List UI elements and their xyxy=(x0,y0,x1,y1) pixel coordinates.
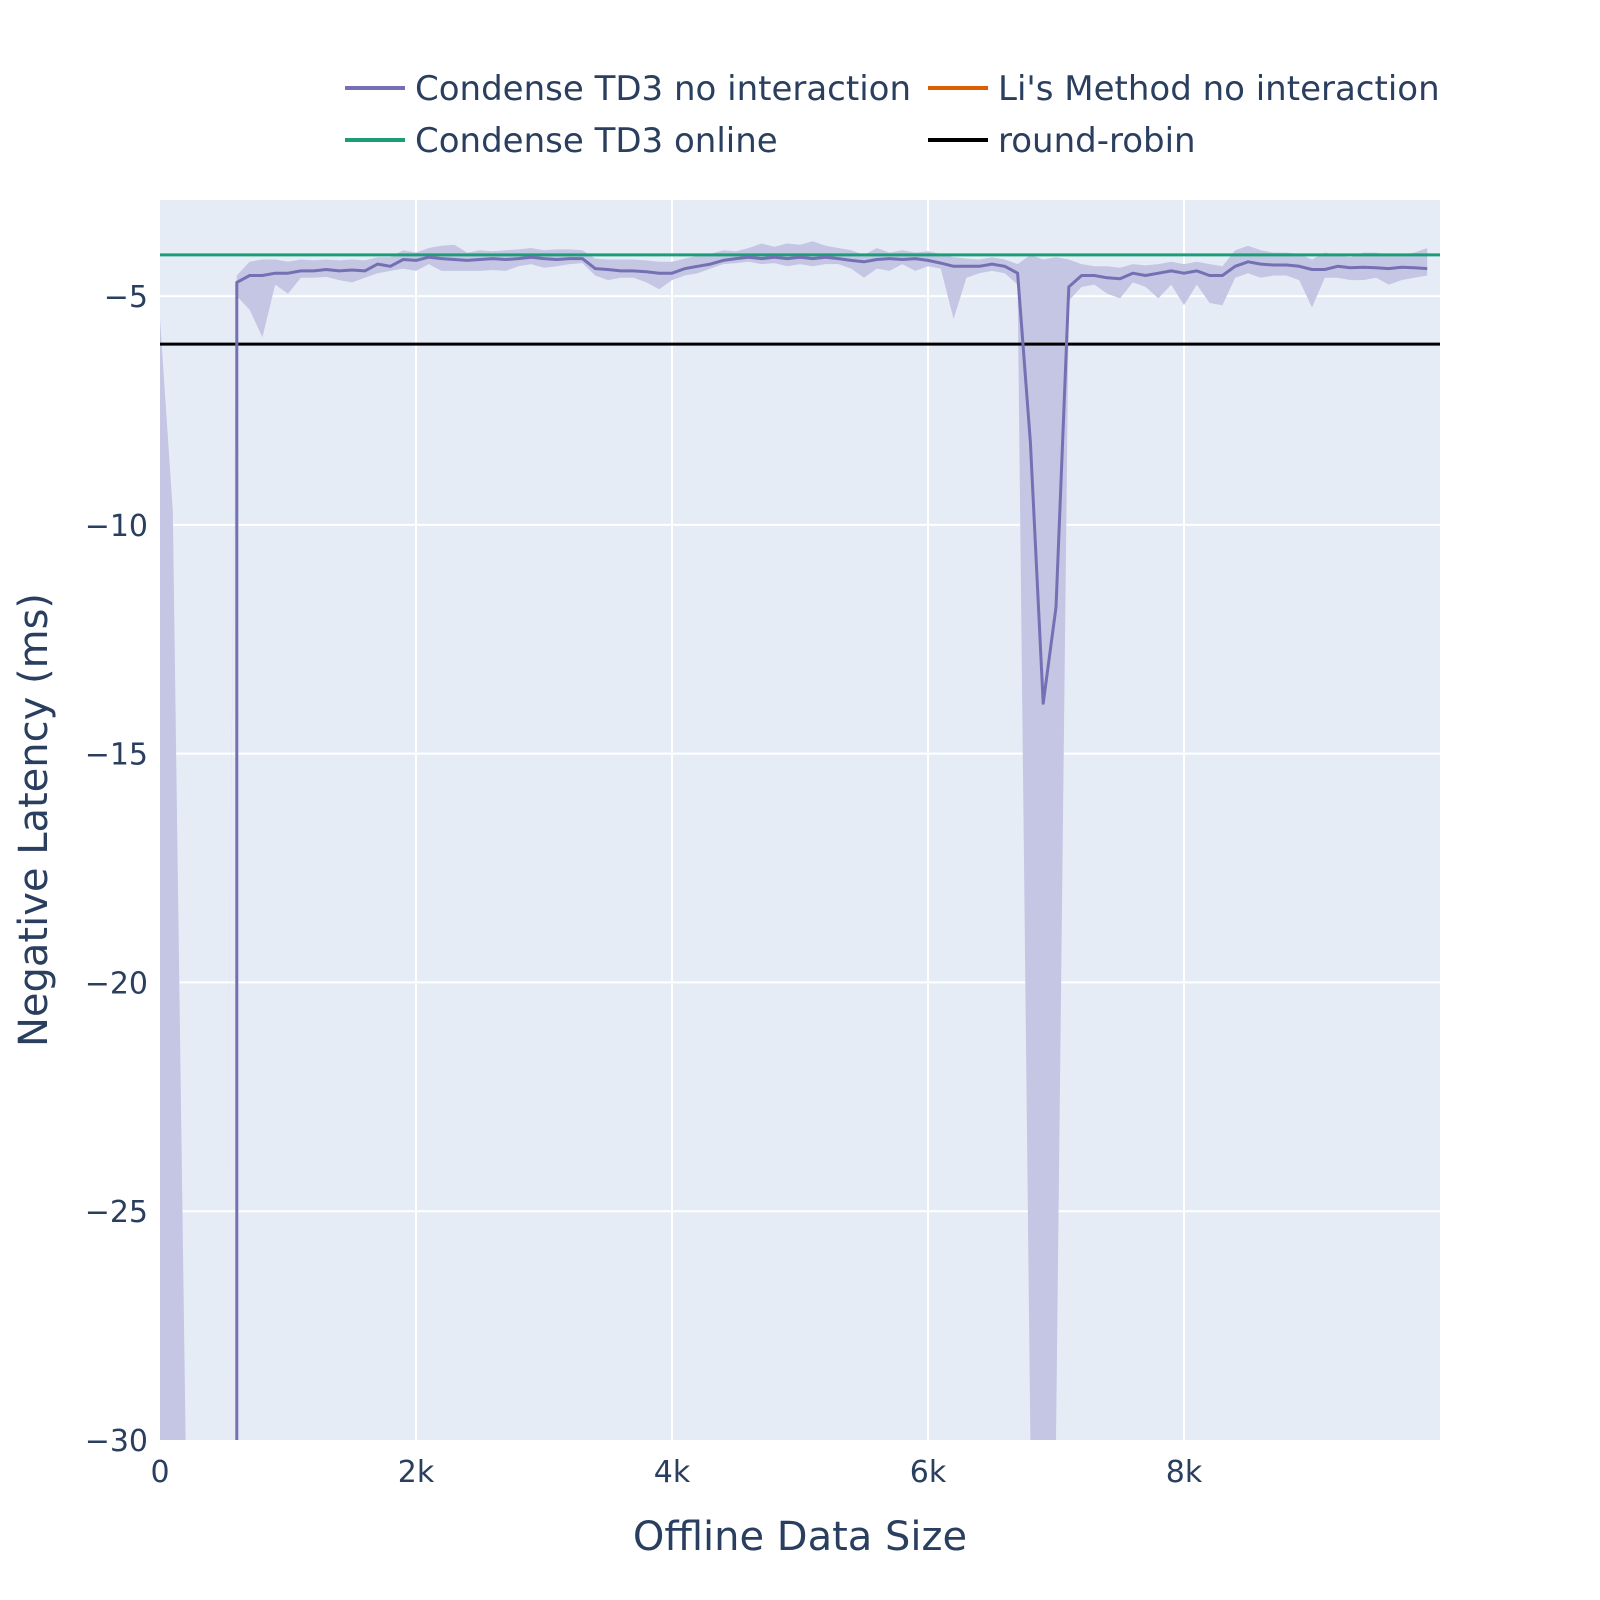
legend-item-condense-td3-no-interaction[interactable]: Condense TD3 no interaction xyxy=(345,69,911,109)
series-layer xyxy=(160,253,1440,1440)
y-tick-label-2: −15 xyxy=(85,738,148,773)
series-line-condense-td3-no-interaction xyxy=(235,255,1428,1440)
legend-item-condense-td3-online[interactable]: Condense TD3 online xyxy=(345,121,778,161)
y-tick-label-1: −10 xyxy=(85,509,148,544)
y-tick-label-4: −25 xyxy=(85,1195,148,1230)
legend-label: round-robin xyxy=(998,121,1196,161)
y-ticks: −5 −10 −15 −20 −25 −30 xyxy=(85,280,148,1459)
x-axis-title: Offline Data Size xyxy=(633,1514,967,1560)
x-tick-label-4: 8k xyxy=(1166,1455,1203,1490)
legend-label: Li's Method no interaction xyxy=(998,69,1440,109)
legend-label: Condense TD3 no interaction xyxy=(415,69,911,109)
plot-background xyxy=(160,200,1440,1440)
legend-item-round-robin[interactable]: round-robin xyxy=(928,121,1196,161)
x-tick-label-3: 6k xyxy=(910,1455,947,1490)
x-tick-label-1: 2k xyxy=(398,1455,435,1490)
grid xyxy=(160,200,1440,1440)
y-tick-label-0: −5 xyxy=(104,280,148,315)
x-tick-label-2: 4k xyxy=(654,1455,691,1490)
legend-item-li-s-method-no-interaction[interactable]: Li's Method no interaction xyxy=(928,69,1440,109)
y-tick-label-5: −30 xyxy=(85,1424,148,1459)
x-tick-label-0: 0 xyxy=(150,1455,169,1490)
legend-label: Condense TD3 online xyxy=(415,121,778,161)
y-axis-title: Negative Latency (ms) xyxy=(11,593,57,1047)
x-ticks: 0 2k 4k 6k 8k xyxy=(150,1455,1202,1490)
y-tick-label-3: −20 xyxy=(85,966,148,1001)
legend: Condense TD3 no interaction Li's Method n… xyxy=(345,69,1440,161)
